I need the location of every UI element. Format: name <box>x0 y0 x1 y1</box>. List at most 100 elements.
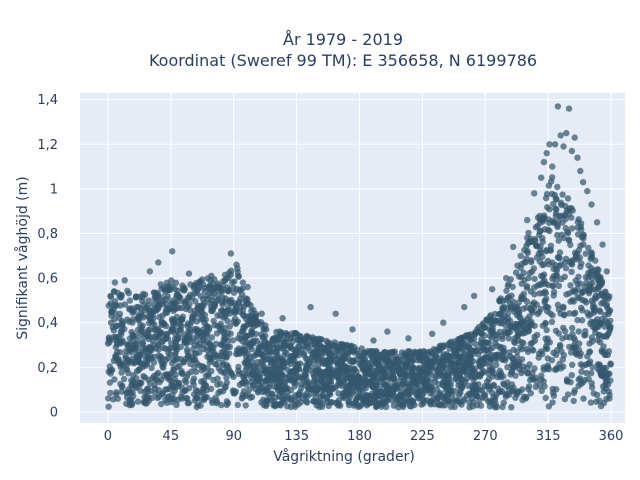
data-point <box>225 286 232 294</box>
data-point <box>408 403 415 410</box>
data-point <box>588 370 595 377</box>
data-point <box>209 305 217 313</box>
data-point <box>581 297 588 304</box>
data-point <box>208 272 215 279</box>
data-point <box>174 383 182 390</box>
data-point <box>197 292 205 300</box>
data-point <box>212 340 220 347</box>
data-point <box>201 319 208 327</box>
data-point <box>557 199 565 206</box>
data-point <box>198 378 205 385</box>
data-point <box>568 268 575 275</box>
data-point <box>577 350 584 357</box>
data-point <box>248 307 255 314</box>
data-point <box>561 273 568 280</box>
data-point <box>260 325 267 333</box>
data-point <box>533 242 540 249</box>
data-point <box>604 370 612 377</box>
data-point <box>349 378 356 385</box>
data-point <box>436 358 443 365</box>
data-point <box>210 317 217 325</box>
data-point <box>375 351 382 359</box>
data-point <box>553 386 560 393</box>
data-point <box>524 216 531 224</box>
data-point <box>569 296 576 304</box>
data-point <box>248 378 255 386</box>
data-point <box>567 379 574 386</box>
data-point <box>218 401 225 409</box>
data-point <box>211 351 218 358</box>
data-point <box>106 363 114 370</box>
data-point <box>298 336 306 344</box>
y-tick-label: 0,2 <box>37 361 58 376</box>
data-point <box>556 341 564 349</box>
data-point <box>482 359 489 367</box>
data-point <box>283 349 290 357</box>
data-point <box>262 356 269 363</box>
data-point <box>198 329 205 336</box>
data-point <box>155 352 162 359</box>
data-point <box>264 340 271 348</box>
data-point <box>475 323 483 331</box>
data-point <box>554 103 562 110</box>
data-point <box>397 378 404 385</box>
data-point <box>419 385 426 392</box>
data-point <box>528 318 535 325</box>
data-point <box>402 361 409 369</box>
data-point <box>243 363 250 371</box>
data-point <box>435 395 442 402</box>
data-point <box>557 261 565 268</box>
data-point <box>531 365 538 372</box>
data-point <box>518 273 525 280</box>
data-point <box>255 363 262 370</box>
data-point <box>440 319 447 326</box>
data-point <box>342 373 350 380</box>
data-point <box>418 354 425 361</box>
data-point <box>470 399 477 406</box>
data-point <box>220 277 227 285</box>
data-point <box>178 316 186 323</box>
data-point <box>264 371 271 378</box>
data-point <box>292 403 299 410</box>
data-point <box>582 274 589 281</box>
data-point <box>302 373 309 380</box>
data-point <box>192 310 199 318</box>
data-point <box>549 163 556 170</box>
data-point <box>598 291 605 298</box>
data-point <box>152 293 159 300</box>
data-point <box>327 391 334 398</box>
data-point <box>247 321 255 328</box>
data-point <box>568 225 576 232</box>
data-point <box>137 322 144 329</box>
data-point <box>569 207 576 214</box>
data-point <box>524 370 532 377</box>
data-point <box>525 383 533 390</box>
data-point <box>565 236 572 243</box>
data-point <box>599 367 606 374</box>
data-point <box>457 389 464 397</box>
data-point <box>493 352 500 359</box>
data-point <box>599 241 606 248</box>
data-point <box>301 392 309 399</box>
data-point <box>293 350 300 358</box>
data-point <box>298 384 305 392</box>
data-point <box>402 388 409 395</box>
data-point <box>393 396 400 403</box>
data-point <box>508 368 515 376</box>
data-point <box>235 299 242 307</box>
data-point <box>539 235 546 242</box>
data-point <box>165 286 172 294</box>
data-point <box>138 379 145 387</box>
data-point <box>198 363 205 370</box>
data-point <box>117 360 125 367</box>
data-point <box>538 281 545 288</box>
data-point <box>556 249 564 256</box>
data-point <box>588 334 595 341</box>
data-point <box>200 345 207 353</box>
data-point <box>180 358 187 365</box>
data-point <box>508 404 515 411</box>
data-point <box>585 360 593 367</box>
data-point <box>138 312 146 319</box>
data-point <box>597 320 605 327</box>
data-point <box>361 350 369 357</box>
